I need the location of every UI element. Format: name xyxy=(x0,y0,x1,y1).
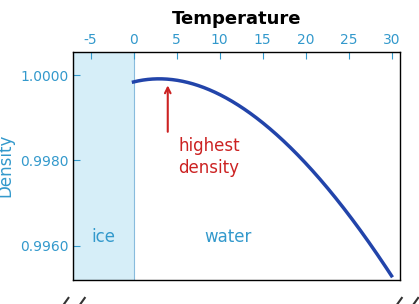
Text: highest
density: highest density xyxy=(178,137,240,177)
Y-axis label: Density: Density xyxy=(0,134,14,197)
Text: ice: ice xyxy=(91,228,115,246)
Bar xyxy=(73,52,134,280)
Text: water: water xyxy=(204,228,252,246)
X-axis label: Temperature: Temperature xyxy=(172,10,302,29)
